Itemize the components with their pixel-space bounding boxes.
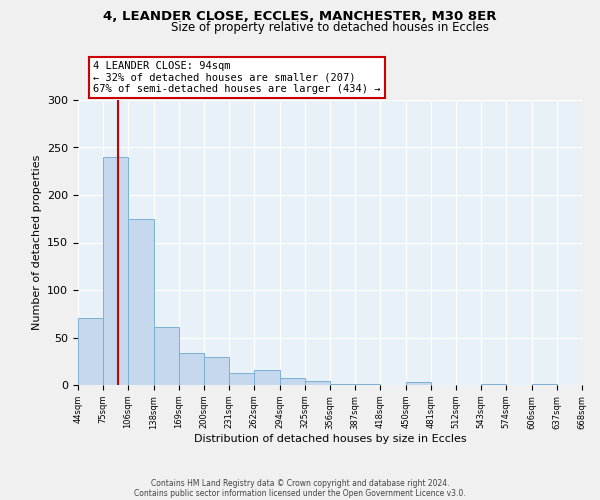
Bar — [179, 352, 204, 385]
Bar — [78, 318, 103, 385]
Bar — [103, 157, 128, 385]
Bar — [406, 382, 431, 385]
Bar — [229, 372, 254, 385]
Bar — [355, 384, 380, 385]
Bar — [128, 219, 154, 385]
Bar — [204, 358, 229, 385]
Text: Contains public sector information licensed under the Open Government Licence v3: Contains public sector information licen… — [134, 488, 466, 498]
Bar — [532, 384, 557, 385]
Bar — [330, 384, 355, 385]
Bar — [254, 370, 280, 385]
Text: 4 LEANDER CLOSE: 94sqm
← 32% of detached houses are smaller (207)
67% of semi-de: 4 LEANDER CLOSE: 94sqm ← 32% of detached… — [93, 61, 380, 94]
Bar — [154, 327, 179, 385]
Text: Contains HM Land Registry data © Crown copyright and database right 2024.: Contains HM Land Registry data © Crown c… — [151, 478, 449, 488]
Title: Size of property relative to detached houses in Eccles: Size of property relative to detached ho… — [171, 20, 489, 34]
Bar — [280, 378, 305, 385]
Y-axis label: Number of detached properties: Number of detached properties — [32, 155, 41, 330]
Bar — [305, 381, 330, 385]
Bar — [481, 384, 506, 385]
X-axis label: Distribution of detached houses by size in Eccles: Distribution of detached houses by size … — [194, 434, 466, 444]
Text: 4, LEANDER CLOSE, ECCLES, MANCHESTER, M30 8ER: 4, LEANDER CLOSE, ECCLES, MANCHESTER, M3… — [103, 10, 497, 23]
